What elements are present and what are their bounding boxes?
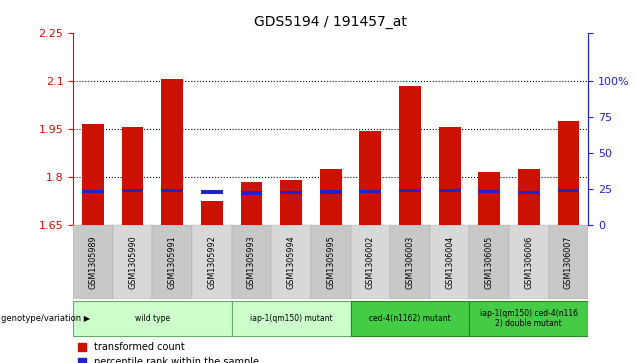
- Bar: [73, 301, 232, 336]
- Text: GSM1306006: GSM1306006: [524, 236, 534, 289]
- Bar: [518, 191, 540, 194]
- Text: GSM1306002: GSM1306002: [366, 236, 375, 289]
- Text: GSM1306004: GSM1306004: [445, 236, 454, 289]
- Bar: [113, 225, 153, 299]
- Bar: [121, 189, 144, 192]
- Text: GSM1306003: GSM1306003: [406, 236, 415, 289]
- Text: GSM1305994: GSM1305994: [287, 236, 296, 289]
- Bar: [350, 301, 469, 336]
- Bar: [469, 301, 588, 336]
- Bar: [153, 225, 192, 299]
- Bar: [82, 124, 104, 225]
- Title: GDS5194 / 191457_at: GDS5194 / 191457_at: [254, 15, 407, 29]
- Text: GSM1305991: GSM1305991: [168, 236, 177, 289]
- Bar: [350, 225, 390, 299]
- Bar: [162, 189, 183, 192]
- Bar: [359, 131, 381, 225]
- Text: iap-1(qm150) ced-4(n116
2) double mutant: iap-1(qm150) ced-4(n116 2) double mutant: [480, 309, 578, 328]
- Bar: [518, 169, 540, 225]
- Bar: [121, 127, 144, 225]
- Bar: [192, 225, 232, 299]
- Bar: [320, 191, 342, 193]
- Bar: [399, 86, 421, 225]
- Text: GSM1305995: GSM1305995: [326, 235, 335, 289]
- Text: GSM1306005: GSM1306005: [485, 236, 494, 289]
- Bar: [240, 182, 263, 225]
- Bar: [509, 225, 549, 299]
- Bar: [82, 190, 104, 193]
- Bar: [232, 225, 272, 299]
- Bar: [439, 189, 460, 192]
- Bar: [320, 169, 342, 225]
- Bar: [478, 172, 500, 225]
- Text: GSM1306007: GSM1306007: [564, 236, 573, 289]
- Bar: [272, 225, 311, 299]
- Text: GSM1305993: GSM1305993: [247, 236, 256, 289]
- Bar: [280, 191, 302, 194]
- Text: GSM1305989: GSM1305989: [88, 236, 97, 289]
- Bar: [399, 189, 421, 192]
- Bar: [232, 301, 350, 336]
- Bar: [359, 190, 381, 193]
- Legend: transformed count, percentile rank within the sample: transformed count, percentile rank withi…: [78, 342, 259, 363]
- Bar: [162, 79, 183, 225]
- Bar: [439, 127, 460, 225]
- Text: iap-1(qm150) mutant: iap-1(qm150) mutant: [250, 314, 333, 323]
- Bar: [430, 225, 469, 299]
- Bar: [469, 225, 509, 299]
- Bar: [558, 189, 579, 192]
- Text: wild type: wild type: [135, 314, 170, 323]
- Text: GSM1305990: GSM1305990: [128, 236, 137, 289]
- Bar: [549, 225, 588, 299]
- Bar: [558, 121, 579, 225]
- Bar: [478, 190, 500, 193]
- Bar: [280, 180, 302, 225]
- Text: genotype/variation ▶: genotype/variation ▶: [1, 314, 90, 323]
- Bar: [201, 191, 223, 193]
- Text: GSM1305992: GSM1305992: [207, 235, 216, 289]
- Bar: [240, 191, 263, 195]
- Bar: [390, 225, 430, 299]
- Bar: [311, 225, 350, 299]
- Text: ced-4(n1162) mutant: ced-4(n1162) mutant: [369, 314, 451, 323]
- Bar: [73, 225, 113, 299]
- Bar: [201, 201, 223, 225]
